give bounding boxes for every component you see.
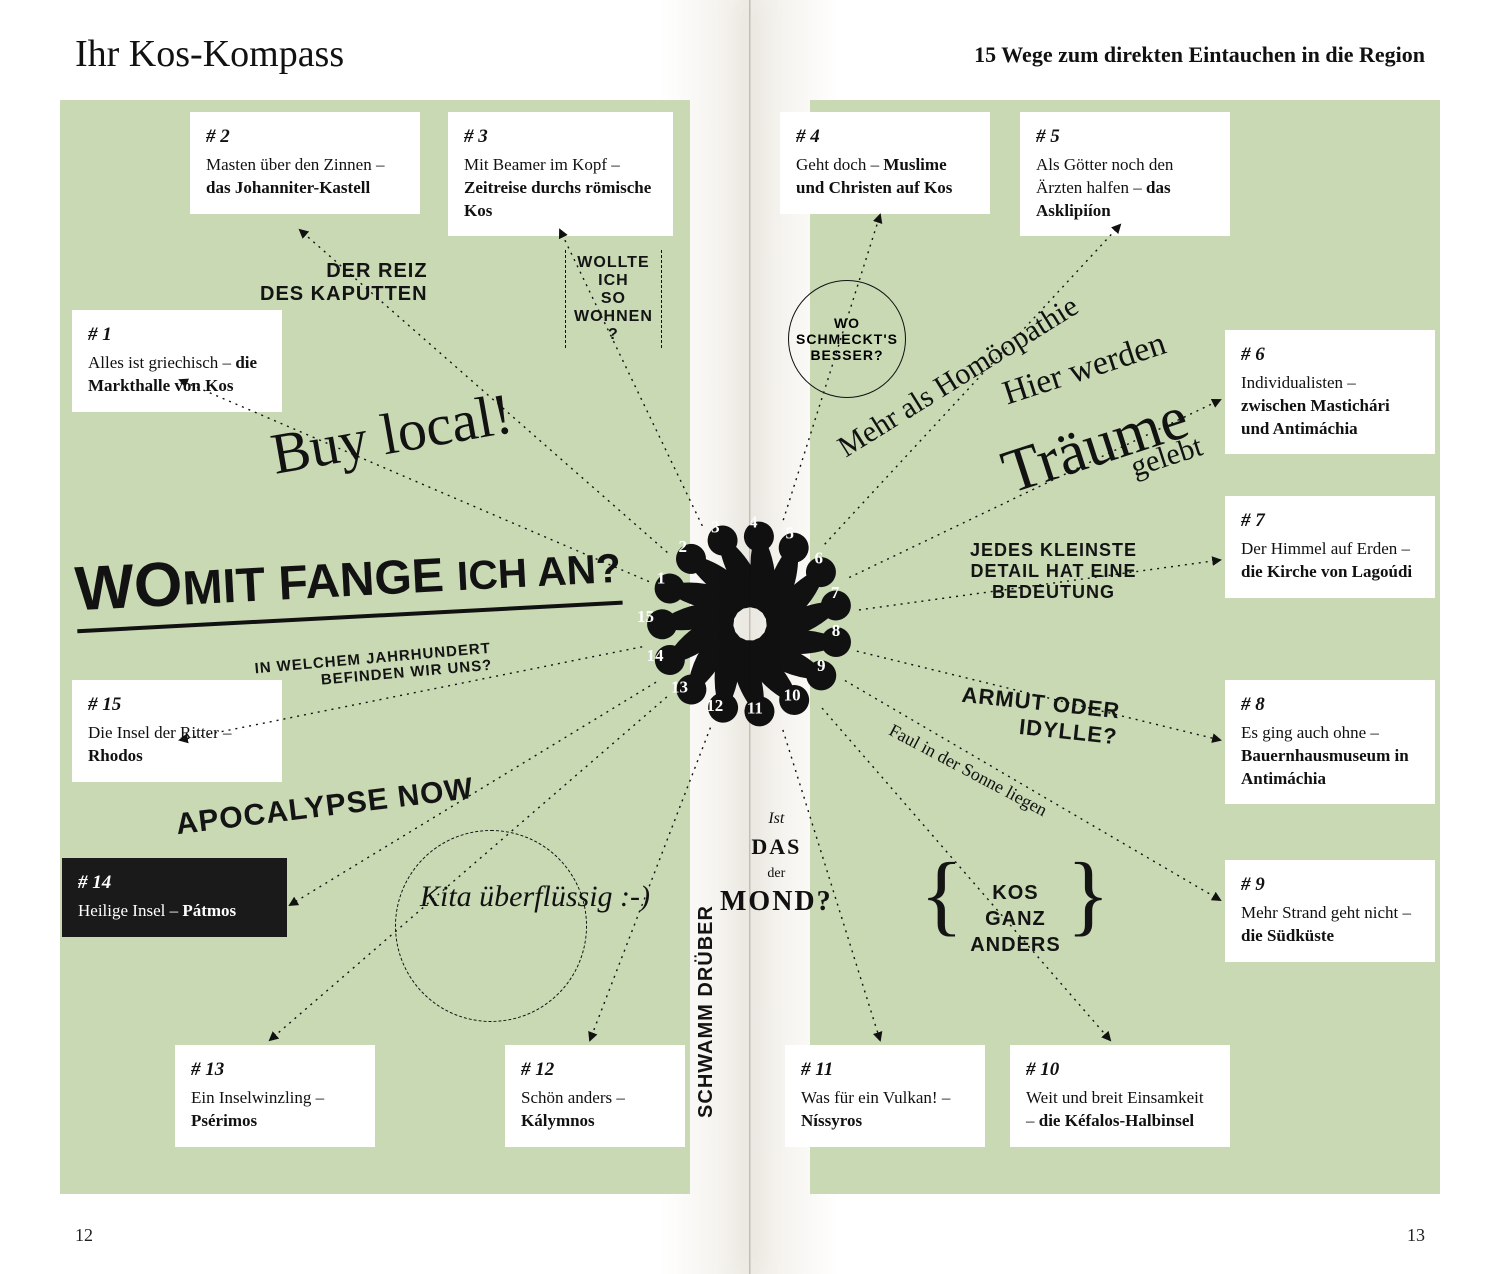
label-reiz: DER REIZDES KAPUTTEN: [260, 260, 428, 306]
card-number: # 15: [88, 692, 266, 718]
card-number: # 3: [464, 124, 657, 150]
card-text: Ein Inselwinzling – Psérimos: [191, 1087, 359, 1133]
card-c12: # 12 Schön anders – Kálymnos: [505, 1045, 685, 1147]
card-c10: # 10 Weit und breit Einsamkeit – die Kéfa…: [1010, 1045, 1230, 1147]
card-text: Mit Beamer im Kopf – Zeitreise durchs rö…: [464, 154, 657, 223]
card-number: # 7: [1241, 508, 1419, 534]
card-c6: # 6 Individualisten – zwischen Mastichári…: [1225, 330, 1435, 454]
mond-l2: DAS: [720, 834, 833, 860]
page-subtitle: 15 Wege zum direkten Eintauchen in die R…: [974, 42, 1425, 68]
card-c14: # 14 Heilige Insel – Pátmos: [62, 858, 287, 937]
card-text: Die Insel der Ritter – Rhodos: [88, 722, 266, 768]
card-text: Als Götter noch den Ärzten halfen – das …: [1036, 154, 1214, 223]
card-text: Was für ein Vulkan! – Níssyros: [801, 1087, 969, 1133]
book-spread: Ihr Kos-Kompass 15 Wege zum direkten Ein…: [0, 0, 1500, 1274]
card-number: # 9: [1241, 872, 1419, 898]
card-text: Es ging auch ohne – Bauernhausmuseum in …: [1241, 722, 1419, 791]
label-kosganz: {KOSGANZANDERS}: [920, 880, 1111, 958]
card-number: # 8: [1241, 692, 1419, 718]
mond-label: Ist DAS der MOND?: [720, 810, 833, 918]
label-wollte: WOLLTEICHSOWOHNEN?: [565, 250, 662, 348]
card-c2: # 2 Masten über den Zinnen – das Johannit…: [190, 112, 420, 214]
card-text: Alles ist griechisch – die Markthalle vo…: [88, 352, 266, 398]
card-text: Individualisten – zwischen Mastichári un…: [1241, 372, 1419, 441]
book-spine: [749, 0, 751, 1274]
page-title: Ihr Kos-Kompass: [75, 32, 344, 76]
card-c15: # 15 Die Insel der Ritter – Rhodos: [72, 680, 282, 782]
card-number: # 6: [1241, 342, 1419, 368]
card-number: # 1: [88, 322, 266, 348]
card-number: # 5: [1036, 124, 1214, 150]
card-c1: # 1 Alles ist griechisch – die Markthalle…: [72, 310, 282, 412]
card-number: # 14: [78, 870, 271, 896]
mond-l3: der: [720, 866, 833, 882]
label-schwamm: SCHWAMM DRÜBER: [695, 905, 718, 1118]
card-text: Schön anders – Kálymnos: [521, 1087, 669, 1133]
card-number: # 4: [796, 124, 974, 150]
page-number-right: 13: [1407, 1225, 1425, 1246]
label-detail: JEDES KLEINSTEDETAIL HAT EINEBEDEUTUNG: [970, 540, 1137, 603]
card-text: Weit und breit Einsamkeit – die Kéfalos-…: [1026, 1087, 1214, 1133]
card-text: Der Himmel auf Erden – die Kirche von La…: [1241, 538, 1419, 584]
mond-l1: Ist: [720, 810, 833, 828]
card-c7: # 7 Der Himmel auf Erden – die Kirche von…: [1225, 496, 1435, 598]
card-number: # 11: [801, 1057, 969, 1083]
taste-bubble: WO SCHMECKT'S BESSER?: [788, 280, 906, 398]
card-text: Geht doch – Muslime und Christen auf Kos: [796, 154, 974, 200]
card-text: Masten über den Zinnen – das Johanniter-…: [206, 154, 404, 200]
card-text: Heilige Insel – Pátmos: [78, 900, 271, 923]
bubble-line: SCHMECKT'S: [796, 331, 898, 347]
card-number: # 2: [206, 124, 404, 150]
mond-l4: MOND?: [720, 886, 833, 918]
card-c4: # 4 Geht doch – Muslime und Christen auf …: [780, 112, 990, 214]
bubble-line: WO: [834, 315, 860, 331]
card-c3: # 3 Mit Beamer im Kopf – Zeitreise durchs…: [448, 112, 673, 236]
card-number: # 10: [1026, 1057, 1214, 1083]
page-number-left: 12: [75, 1225, 93, 1246]
script-kita: Kita überflüssig :-): [420, 880, 650, 914]
card-c9: # 9 Mehr Strand geht nicht – die Südküste: [1225, 860, 1435, 962]
card-number: # 12: [521, 1057, 669, 1083]
kita-dash-circle: [395, 830, 587, 1022]
card-c8: # 8 Es ging auch ohne – Bauernhausmuseum …: [1225, 680, 1435, 804]
green-panel-right: [810, 100, 1440, 1194]
card-c11: # 11 Was für ein Vulkan! – Níssyros: [785, 1045, 985, 1147]
card-text: Mehr Strand geht nicht – die Südküste: [1241, 902, 1419, 948]
bubble-line: BESSER?: [810, 347, 883, 363]
card-c13: # 13 Ein Inselwinzling – Psérimos: [175, 1045, 375, 1147]
card-number: # 13: [191, 1057, 359, 1083]
card-c5: # 5 Als Götter noch den Ärzten halfen – d…: [1020, 112, 1230, 236]
